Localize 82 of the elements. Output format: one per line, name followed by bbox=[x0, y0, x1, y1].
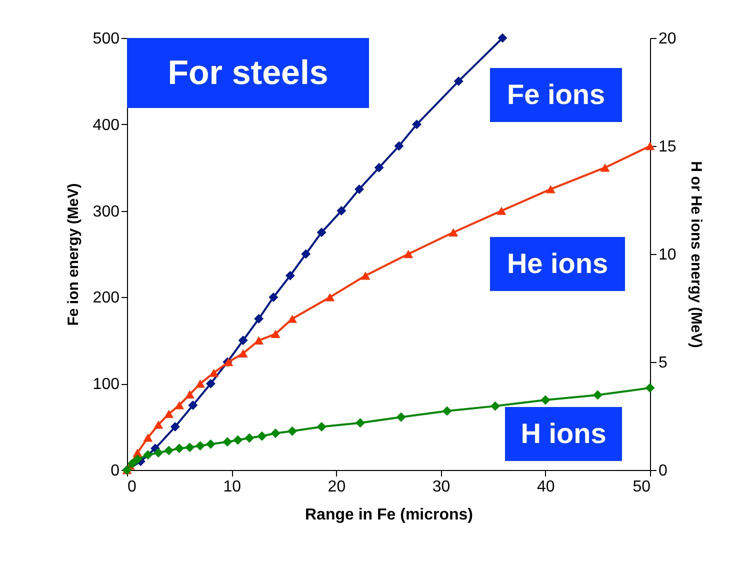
point bbox=[270, 330, 280, 338]
point bbox=[195, 441, 205, 451]
point bbox=[154, 420, 164, 429]
point bbox=[132, 454, 142, 464]
point bbox=[222, 437, 232, 447]
y2-tick-label: 20 bbox=[658, 30, 676, 48]
point bbox=[270, 428, 280, 438]
x-tick-label: 20 bbox=[328, 478, 346, 496]
x-axis-title: Range in Fe (microns) bbox=[304, 506, 474, 524]
point bbox=[185, 442, 195, 452]
x-tick-label: 10 bbox=[223, 478, 242, 496]
y2-tick-label: 5 bbox=[658, 354, 668, 372]
point bbox=[354, 184, 364, 194]
series-label: He ions bbox=[506, 248, 608, 279]
point bbox=[185, 390, 195, 399]
point bbox=[206, 439, 216, 449]
point bbox=[546, 185, 556, 194]
point bbox=[396, 412, 406, 422]
point bbox=[288, 426, 298, 436]
point bbox=[285, 270, 295, 280]
point bbox=[412, 120, 422, 130]
point bbox=[188, 400, 198, 410]
x-tick-label: 30 bbox=[432, 478, 450, 496]
x-tick-label: 0 bbox=[128, 478, 136, 496]
y2-axis-title: H or He ions energy (MeV) bbox=[687, 161, 704, 348]
point bbox=[209, 368, 219, 377]
y-tick-label: 100 bbox=[92, 376, 120, 394]
point bbox=[592, 390, 602, 400]
y-tick-label: 200 bbox=[92, 290, 120, 307]
point bbox=[233, 435, 243, 445]
point bbox=[540, 395, 550, 405]
point bbox=[394, 141, 404, 151]
y-tick-label: 0 bbox=[110, 462, 120, 480]
point bbox=[257, 431, 267, 441]
point bbox=[288, 314, 298, 323]
y-tick-label: 500 bbox=[92, 30, 120, 48]
point bbox=[254, 314, 264, 324]
x-tick-label: 50 bbox=[632, 478, 651, 496]
point bbox=[448, 228, 458, 237]
point bbox=[170, 422, 180, 432]
point bbox=[360, 271, 370, 280]
point bbox=[496, 206, 506, 215]
point bbox=[143, 433, 153, 442]
point bbox=[244, 433, 254, 443]
point bbox=[268, 292, 278, 302]
point bbox=[301, 249, 311, 259]
point bbox=[325, 293, 335, 302]
point bbox=[254, 336, 264, 345]
point bbox=[174, 401, 184, 410]
point bbox=[127, 458, 137, 468]
point bbox=[600, 163, 610, 172]
y2-tick-label: 10 bbox=[658, 246, 676, 264]
point bbox=[238, 349, 248, 358]
point bbox=[442, 406, 452, 416]
point bbox=[454, 76, 464, 86]
y-tick-label: 400 bbox=[92, 116, 120, 134]
annotation: For steels bbox=[168, 54, 328, 92]
point bbox=[645, 383, 655, 393]
point bbox=[645, 142, 655, 150]
point bbox=[164, 410, 174, 418]
point bbox=[206, 378, 216, 388]
point bbox=[336, 206, 346, 216]
point bbox=[195, 379, 205, 388]
point bbox=[164, 446, 174, 456]
point bbox=[356, 418, 365, 428]
series-label: H ions bbox=[520, 418, 606, 449]
y2-tick-label: 15 bbox=[658, 138, 676, 156]
y2-tick-label: 0 bbox=[658, 462, 668, 480]
point bbox=[143, 450, 153, 460]
point bbox=[174, 444, 184, 454]
point bbox=[238, 336, 248, 346]
series-label: Fe ions bbox=[506, 79, 606, 110]
point bbox=[404, 250, 414, 258]
point bbox=[490, 401, 500, 411]
point bbox=[374, 162, 384, 172]
x-tick-label: 40 bbox=[537, 478, 555, 496]
point bbox=[316, 228, 326, 238]
point bbox=[498, 33, 508, 43]
y-axis-title: Fe ion energy (MeV) bbox=[64, 183, 82, 326]
point bbox=[154, 448, 164, 458]
y-tick-label: 300 bbox=[92, 203, 120, 220]
point bbox=[316, 422, 326, 432]
